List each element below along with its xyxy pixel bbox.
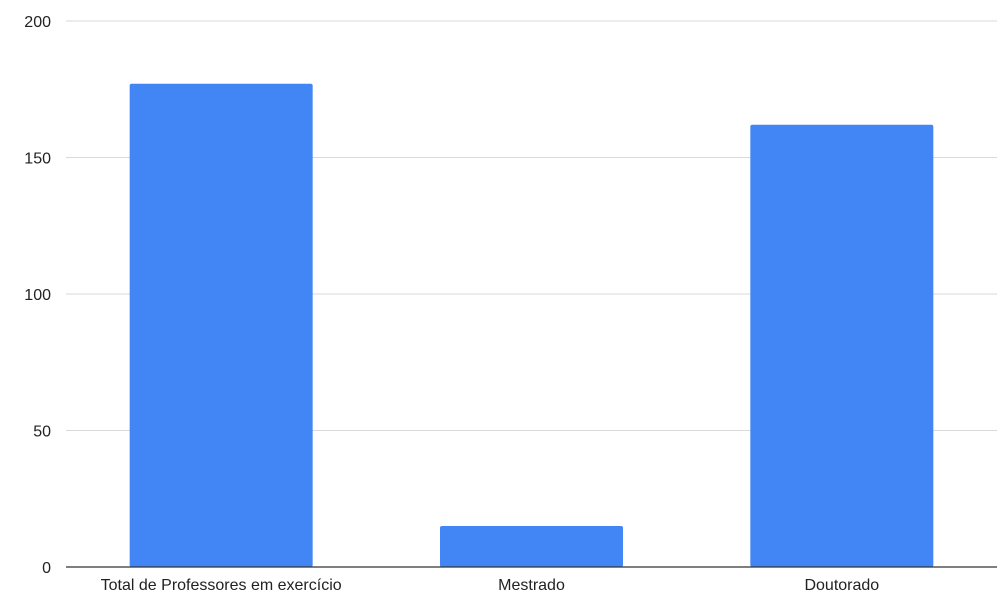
bar-2 [440, 526, 623, 567]
bar-3 [750, 124, 934, 568]
y-tick-label: 0 [42, 560, 51, 577]
bar-1 [129, 83, 313, 567]
y-tick-label: 150 [24, 151, 51, 168]
y-tick-label: 100 [24, 287, 51, 304]
x-category-label: Mestrado [498, 577, 565, 594]
y-axis-tick-labels: 0 50 100 150 200 [24, 14, 51, 577]
x-category-label: Total de Professores em exercício [101, 577, 342, 594]
x-category-label: Doutorado [804, 577, 879, 594]
y-tick-label: 50 [33, 424, 51, 441]
y-tick-label: 200 [24, 14, 51, 31]
bars [129, 83, 934, 568]
x-axis-category-labels: Total de Professores em exercício Mestrad… [101, 577, 880, 594]
